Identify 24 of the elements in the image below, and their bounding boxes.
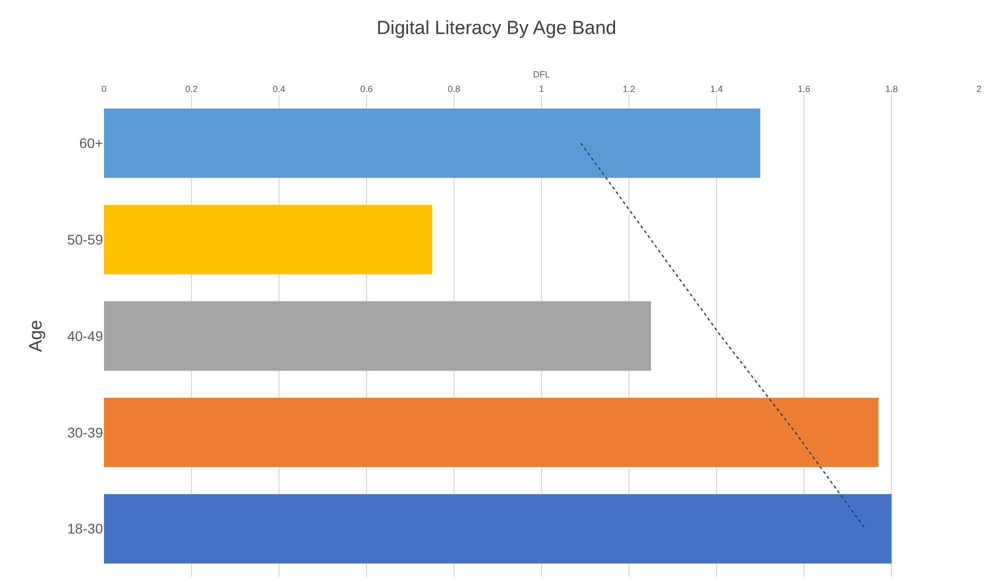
bar (104, 301, 651, 371)
bar (104, 108, 760, 178)
x-tick-label: 1.2 (622, 84, 636, 94)
x-tick-label: 0.4 (272, 84, 286, 94)
x-tick-label: 1.6 (798, 84, 810, 94)
x-tick-label: 0.8 (448, 84, 460, 94)
x-tick-label: 2 (976, 84, 982, 94)
x-tick-label: 1.8 (885, 84, 898, 94)
x-tick-label: 0.2 (185, 84, 198, 94)
chart-title: Digital Literacy By Age Band (376, 18, 616, 39)
y-tick-label: 18-30 (67, 520, 104, 537)
x-tick-label: 1 (538, 84, 544, 94)
bar (104, 204, 432, 274)
y-tick-label: 50-59 (67, 232, 104, 248)
y-tick-label: 30-39 (67, 424, 104, 440)
y-axis-title: Age (25, 320, 46, 352)
bar (104, 494, 892, 564)
x-tick-label: 0 (101, 84, 107, 94)
x-tick-label: 0.6 (360, 84, 373, 94)
x-axis-title: DFL (532, 70, 550, 80)
y-tick-label: 60+ (79, 135, 103, 152)
x-tick-label: 1.4 (710, 84, 723, 94)
y-tick-label: 40-49 (67, 328, 104, 344)
bar (104, 398, 878, 468)
